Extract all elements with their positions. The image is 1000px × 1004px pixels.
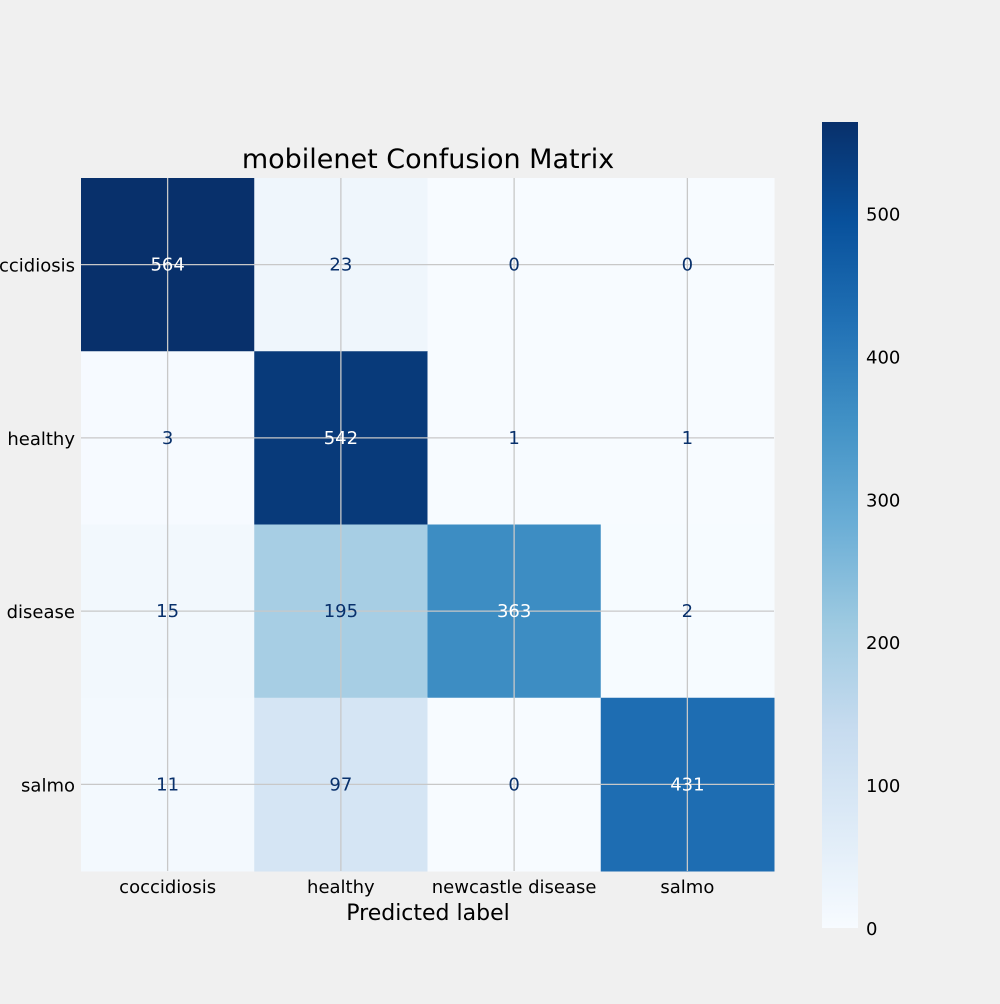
- colorbar-tick-label: 500: [866, 204, 900, 225]
- cell-value: 195: [324, 601, 358, 622]
- cell-value: 97: [329, 774, 352, 795]
- colorbar-tick-label: 400: [866, 347, 900, 368]
- colorbar-tick-label: 200: [866, 633, 900, 654]
- cell-value: 0: [508, 774, 519, 795]
- cell-value: 23: [329, 255, 352, 276]
- cell-value: 431: [670, 774, 704, 795]
- x-tick-label: salmo: [660, 877, 714, 898]
- colorbar-tick-label: 300: [866, 490, 900, 511]
- y-tick-label: salmo: [21, 775, 75, 796]
- y-tick-labels: coccidiosis healthy newcastle disease salmo: [0, 256, 75, 797]
- x-tick-labels: coccidiosis healthy newcastle disease salmo: [119, 877, 714, 898]
- y-tick-label: newcastle disease: [0, 602, 75, 623]
- colorbar-tick-labels: 0 100 200 300 400 500: [866, 204, 900, 940]
- cell-value: 2: [682, 601, 693, 622]
- cell-value: 1: [682, 428, 693, 449]
- cell-value: 542: [324, 428, 358, 449]
- cell-value: 0: [508, 255, 519, 276]
- cell-value: 1: [508, 428, 519, 449]
- x-axis-label: Predicted label: [346, 901, 509, 926]
- x-tick-label: healthy: [307, 877, 375, 898]
- grid-lines: [81, 178, 774, 871]
- cell-value: 0: [682, 255, 693, 276]
- cell-value: 363: [497, 601, 531, 622]
- cell-value: 3: [162, 428, 173, 449]
- cell-value-labels: 564 23 0 03 542 1 115 195 363 211 97 0 431: [150, 255, 704, 796]
- matrix-cells: [81, 178, 775, 872]
- y-tick-label: coccidiosis: [0, 256, 75, 277]
- x-tick-label: coccidiosis: [119, 877, 216, 898]
- colorbar-gradient: [822, 122, 858, 928]
- chart-title: mobilenet Confusion Matrix: [242, 144, 614, 175]
- cell-value: 564: [150, 255, 184, 276]
- x-tick-label: newcastle disease: [432, 877, 597, 898]
- y-tick-label: healthy: [7, 429, 75, 450]
- colorbar: [822, 122, 858, 928]
- cell-value: 15: [156, 601, 179, 622]
- colorbar-tick-label: 100: [866, 776, 900, 797]
- colorbar-tick-label: 0: [866, 919, 877, 940]
- cell-value: 11: [156, 774, 179, 795]
